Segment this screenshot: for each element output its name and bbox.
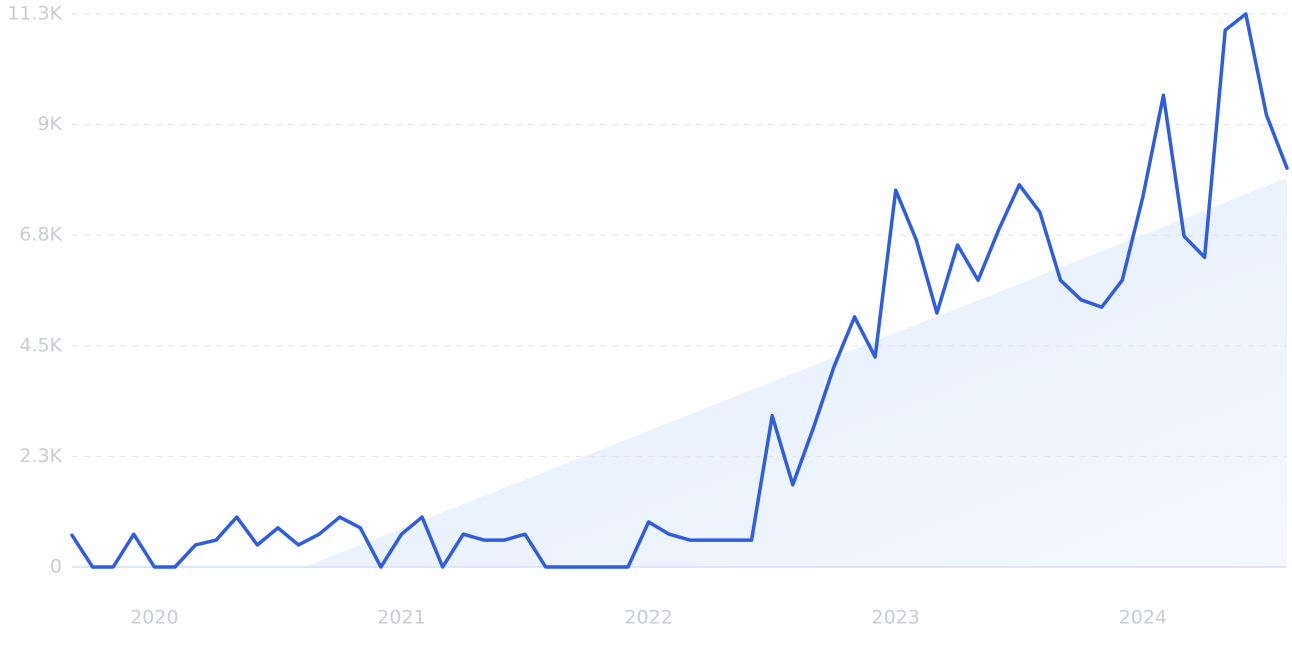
y-tick-label: 2.3K	[19, 445, 62, 467]
series-line	[70, 12, 1289, 569]
x-tick-label: 2024	[1119, 607, 1167, 629]
y-tick-label: 4.5K	[19, 334, 62, 356]
trend-area	[72, 177, 1287, 567]
x-tick-label: 2021	[377, 607, 425, 629]
y-tick-label: 9K	[37, 113, 62, 135]
y-tick-label: 6.8K	[19, 224, 62, 246]
y-tick-label: 0	[50, 556, 62, 578]
x-tick-label: 2023	[872, 607, 920, 629]
y-tick-label: 11.3K	[7, 3, 62, 25]
x-tick-label: 2022	[624, 607, 672, 629]
x-tick-label: 2020	[130, 607, 178, 629]
